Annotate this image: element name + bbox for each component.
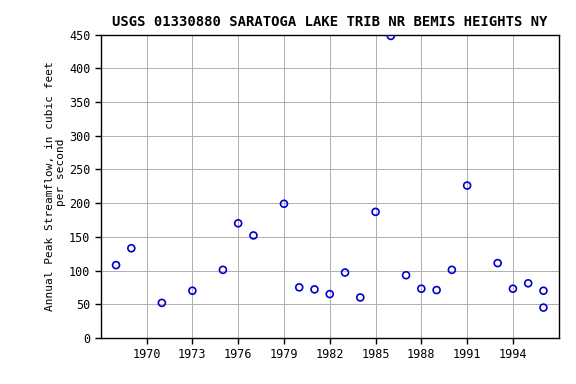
Point <box>294 284 304 290</box>
Point <box>249 232 258 238</box>
Point <box>310 286 319 293</box>
Point <box>279 201 289 207</box>
Point <box>432 287 441 293</box>
Point <box>524 280 533 286</box>
Point <box>356 295 365 301</box>
Point <box>463 182 472 189</box>
Point <box>218 267 228 273</box>
Title: USGS 01330880 SARATOGA LAKE TRIB NR BEMIS HEIGHTS NY: USGS 01330880 SARATOGA LAKE TRIB NR BEMI… <box>112 15 548 29</box>
Point <box>417 286 426 292</box>
Point <box>493 260 502 266</box>
Point <box>233 220 242 227</box>
Point <box>508 286 517 292</box>
Y-axis label: Annual Peak Streamflow, in cubic feet
    per second: Annual Peak Streamflow, in cubic feet pe… <box>44 61 66 311</box>
Point <box>112 262 121 268</box>
Point <box>386 33 396 39</box>
Point <box>325 291 335 297</box>
Point <box>157 300 166 306</box>
Point <box>539 305 548 311</box>
Point <box>371 209 380 215</box>
Point <box>447 267 456 273</box>
Point <box>340 270 350 276</box>
Point <box>188 288 197 294</box>
Point <box>539 288 548 294</box>
Point <box>401 272 411 278</box>
Point <box>127 245 136 252</box>
